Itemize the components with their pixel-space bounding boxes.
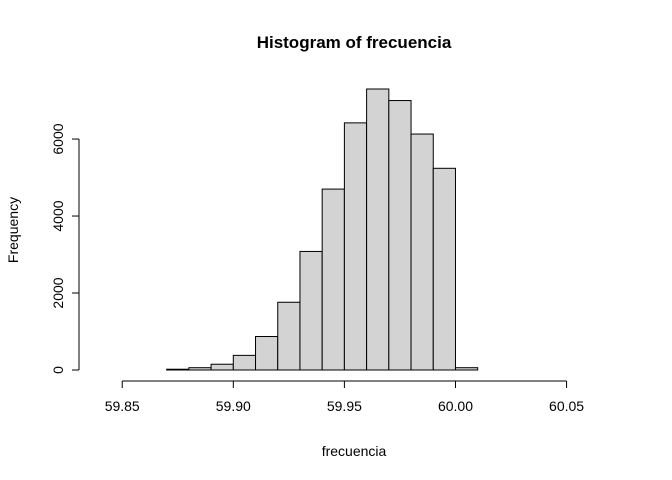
histogram-bar xyxy=(277,301,301,371)
histogram-bar xyxy=(210,363,234,371)
bars-group xyxy=(166,88,479,371)
x-tick-label: 60.05 xyxy=(549,398,584,414)
x-axis-label: frecuencia xyxy=(322,443,387,459)
histogram-bar xyxy=(388,100,412,371)
x-tick-label: 59.90 xyxy=(216,398,251,414)
y-axis-label: Frequency xyxy=(5,197,21,263)
histogram-bar xyxy=(366,88,390,371)
histogram-bar xyxy=(255,336,279,371)
x-tick-label: 60.00 xyxy=(438,398,473,414)
y-tick-label: 4000 xyxy=(50,200,66,231)
x-axis: 59.85 59.90 59.95 60.00 60.05 xyxy=(105,380,584,414)
histogram-bar xyxy=(432,167,456,371)
y-tick-label: 2000 xyxy=(50,277,66,308)
x-tick-label: 59.95 xyxy=(327,398,362,414)
x-tick-label: 59.85 xyxy=(105,398,140,414)
histogram-bar xyxy=(166,368,190,371)
y-tick-label: 6000 xyxy=(50,123,66,154)
histogram-bar xyxy=(343,122,368,371)
histogram-bar xyxy=(232,354,257,371)
histogram-bar xyxy=(299,250,323,371)
y-axis: 0 2000 4000 6000 xyxy=(50,123,80,374)
histogram-bar xyxy=(410,133,434,371)
histogram-bar xyxy=(321,188,345,371)
y-tick-label: 0 xyxy=(50,366,66,374)
chart-title: Histogram of frecuencia xyxy=(257,33,452,52)
histogram-bar xyxy=(188,367,212,371)
histogram-bar xyxy=(454,367,479,371)
